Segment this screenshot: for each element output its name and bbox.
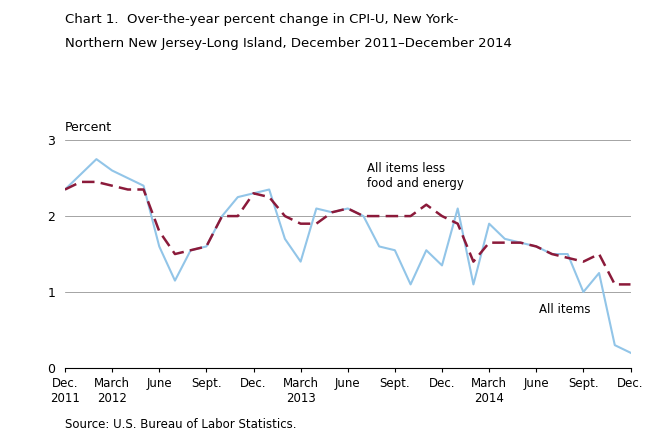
Text: Northern New Jersey-Long Island, December 2011–December 2014: Northern New Jersey-Long Island, Decembe… [65,37,512,50]
Text: All items: All items [540,303,591,316]
Text: Percent: Percent [65,120,112,134]
Text: Source: U.S. Bureau of Labor Statistics.: Source: U.S. Bureau of Labor Statistics. [65,418,296,431]
Text: Chart 1.  Over-the-year percent change in CPI-U, New York-: Chart 1. Over-the-year percent change in… [65,13,458,26]
Text: All items less
food and energy: All items less food and energy [367,162,463,190]
